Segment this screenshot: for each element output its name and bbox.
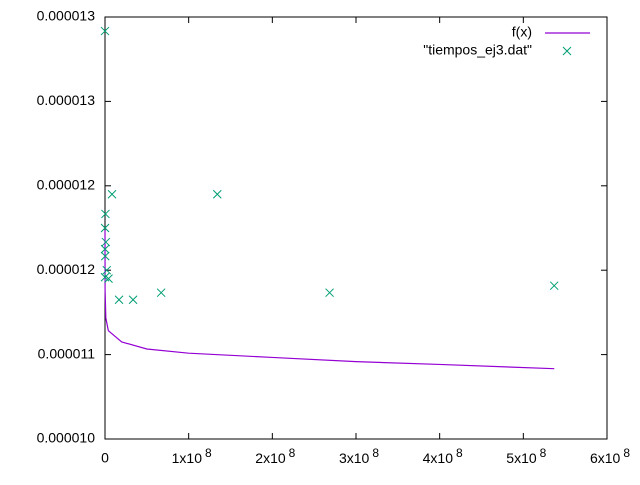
x-tick-label: 3x10 8 [339,446,379,466]
x-tick-label-exponent: 8 [372,446,379,460]
point [107,189,117,199]
x-tick-label-base: 1x10 [172,450,203,466]
point [212,189,222,199]
x-tick-label-base: 4x10 [423,450,454,466]
point [100,244,110,254]
x-tick-label: 2x10 8 [255,446,295,466]
point [128,295,138,305]
x-tick-label-base: 6x10 [590,450,621,466]
line [104,230,555,370]
point [100,26,110,36]
x-tick-label: 6x10 8 [590,446,630,466]
point [104,274,113,283]
y-tick-label: 0.000013 [37,92,96,108]
plot-frame [104,16,608,440]
point [100,251,110,261]
x-tick-label: 5x10 8 [506,446,546,466]
x-tick-label-base: 3x10 [339,450,370,466]
legend-label: f(x) [512,24,532,40]
y-tick-label: 0.000010 [37,430,96,446]
y-tick-label: 0.000013 [37,8,96,24]
legend-swatch [562,46,572,56]
point [101,237,111,247]
point [325,288,334,298]
legend-label: "tiempos_ej3.dat" [423,42,532,58]
point [102,265,112,275]
y-tick-label: 0.000011 [38,345,96,361]
x-tick-label-exponent: 8 [540,446,547,460]
x-tick-label-base: 2x10 [255,450,286,466]
x-tick-label-exponent: 8 [289,446,296,460]
x-tick-label: 0 [101,450,109,466]
y-tick-label: 0.000012 [37,261,96,277]
point [549,281,559,291]
x-tick-label-exponent: 8 [205,446,212,460]
point [100,223,110,233]
y-tick-label: 0.000012 [37,177,96,193]
x-tick-label-exponent: 8 [456,446,463,460]
x-tick-label-exponent: 8 [623,446,630,460]
point [101,209,110,219]
point [156,288,166,298]
x-tick-label-base: 5x10 [506,450,537,466]
point [114,295,124,305]
x-tick-label: 4x10 8 [423,446,463,466]
x-tick-label: 1x10 8 [172,446,212,466]
